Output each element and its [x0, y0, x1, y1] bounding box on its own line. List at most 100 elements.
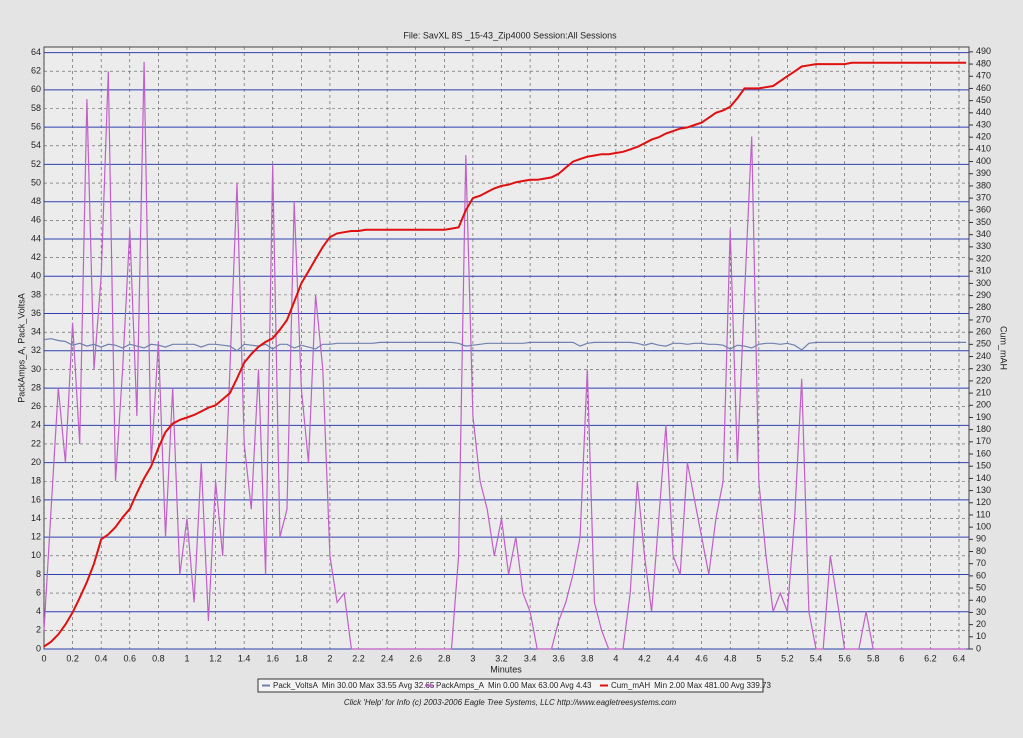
x-tick-label: 6.4 [953, 653, 966, 663]
y2-tick-label: 380 [976, 180, 991, 190]
y-tick-label: 50 [31, 177, 41, 187]
y2-tick-label: 370 [976, 192, 991, 202]
x-tick-label: 6 [899, 653, 904, 663]
legend [257, 678, 764, 693]
y-tick-label: 2 [36, 625, 41, 635]
y2-tick-label: 10 [976, 631, 986, 641]
y-tick-label: 64 [31, 47, 41, 57]
y-tick-label: 24 [31, 420, 41, 430]
y2-tick-label: 0 [976, 643, 981, 653]
y2-tick-label: 20 [976, 619, 986, 629]
y-tick-label: 28 [31, 382, 41, 392]
y2-tick-label: 250 [976, 339, 991, 349]
y-tick-label: 42 [31, 252, 41, 262]
y2-tick-label: 170 [976, 436, 991, 446]
y-tick-label: 8 [36, 569, 41, 579]
x-tick-label: 1.2 [209, 653, 222, 663]
y-tick-label: 30 [31, 364, 41, 374]
y2-tick-label: 470 [976, 71, 991, 81]
x-tick-label: 5.6 [838, 653, 851, 663]
y-tick-label: 32 [31, 345, 41, 355]
x-tick-label: 5.2 [781, 653, 794, 663]
x-tick-label: 0.2 [66, 653, 79, 663]
x-tick-label: 4 [613, 653, 618, 663]
series-line [43, 61, 967, 650]
y2-tick-label: 110 [976, 509, 990, 519]
x-tick-label: 2.4 [381, 653, 394, 663]
x-tick-label: 5 [756, 653, 761, 663]
y2-tick-label: 390 [976, 168, 991, 178]
y-tick-label: 56 [31, 122, 41, 132]
x-tick-label: 4.6 [695, 653, 708, 663]
y2-tick-label: 210 [976, 387, 991, 397]
x-tick-label: 3.2 [495, 653, 508, 663]
x-tick-label: 4.8 [724, 653, 737, 663]
x-tick-label: 0 [41, 653, 46, 663]
x-tick-label: 3.4 [524, 653, 537, 663]
y2-tick-label: 450 [976, 95, 991, 105]
y2-tick-label: 220 [976, 375, 991, 385]
legend-stats: Min 0.00 Max 63.00 Avg 4.43 [488, 681, 592, 690]
x-tick-label: 2.6 [409, 653, 422, 663]
y-axis-label: PackAmps_A, Pack_VoltsA [16, 293, 26, 403]
y-tick-label: 12 [31, 532, 41, 542]
y2-tick-label: 360 [976, 205, 991, 215]
y2-tick-label: 100 [976, 522, 991, 532]
y2-tick-label: 130 [976, 485, 991, 495]
y-tick-label: 22 [31, 438, 41, 448]
x-tick-label: 4.4 [667, 653, 680, 663]
y2-tick-label: 310 [976, 266, 991, 276]
legend-label: Pack_VoltsA [273, 681, 319, 690]
y2-tick-label: 60 [976, 570, 986, 580]
y2-tick-label: 50 [976, 582, 986, 592]
x-tick-label: 2 [327, 653, 332, 663]
legend-label: Cum_mAH [611, 681, 650, 690]
y2-tick-label: 490 [976, 46, 991, 56]
x-tick-label: 3.8 [581, 653, 594, 663]
y2-tick-label: 200 [976, 400, 991, 410]
x-tick-label: 5.4 [810, 653, 823, 663]
x-tick-label: 3 [470, 653, 475, 663]
y2-tick-label: 40 [976, 595, 986, 605]
y2-tick-label: 300 [976, 278, 991, 288]
series-line [43, 61, 967, 648]
y-tick-label: 44 [31, 233, 41, 243]
y-tick-label: 36 [31, 308, 41, 318]
x-tick-label: 4.2 [638, 653, 651, 663]
y-tick-label: 6 [36, 587, 41, 597]
y2-tick-label: 190 [976, 412, 991, 422]
y-tick-label: 40 [31, 271, 41, 281]
x-tick-label: 2.2 [352, 653, 365, 663]
y2-tick-label: 140 [976, 473, 991, 483]
y-tick-label: 0 [36, 643, 41, 653]
y-tick-label: 52 [31, 159, 41, 169]
y-tick-label: 54 [31, 140, 41, 150]
x-tick-label: 3.6 [552, 653, 565, 663]
y2-tick-label: 160 [976, 448, 991, 458]
y2-tick-label: 70 [976, 558, 986, 568]
x-tick-label: 1.4 [238, 653, 251, 663]
y-tick-label: 62 [31, 66, 41, 76]
x-tick-label: 0.6 [124, 653, 137, 663]
x-tick-label: 1.6 [266, 653, 279, 663]
plot-area [43, 46, 970, 650]
x-axis-label: Minutes [490, 664, 522, 674]
x-tick-label: 6.2 [924, 653, 937, 663]
footer: Click 'Help' for Info (c) 2003-2006 Eagl… [344, 698, 677, 707]
legend-stats: Min 30.00 Max 33.55 Avg 32.65 [322, 681, 435, 690]
y-tick-label: 48 [31, 196, 41, 206]
y2-tick-label: 400 [976, 156, 991, 166]
y2-tick-label: 180 [976, 424, 991, 434]
y-tick-label: 26 [31, 401, 41, 411]
x-tick-label: 0.4 [95, 653, 108, 663]
legend-label: PackAmps_A [436, 681, 485, 690]
y2-tick-label: 30 [976, 607, 986, 617]
x-tick-label: 1 [184, 653, 189, 663]
y2-tick-label: 260 [976, 327, 991, 337]
chart-title: File: SavXL 8S _15-43_Zip4000 Session:Al… [403, 30, 617, 40]
y-tick-label: 60 [31, 84, 41, 94]
y2-tick-label: 340 [976, 229, 991, 239]
y2-tick-label: 230 [976, 363, 991, 373]
y2-tick-label: 350 [976, 217, 991, 227]
